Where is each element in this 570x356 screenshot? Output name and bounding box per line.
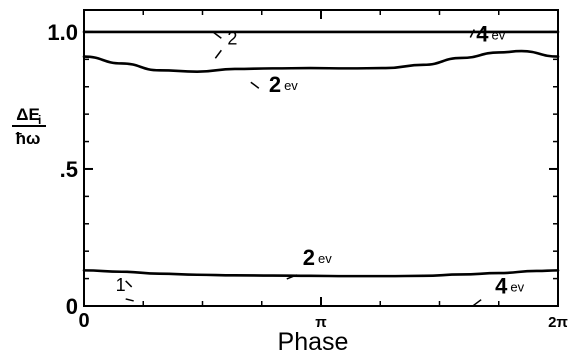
annotations-group: 22 ev4 ev2 ev1 4 ev <box>116 22 525 299</box>
annotation-subscript: ev <box>492 28 506 43</box>
annotation-label: 2 ev <box>269 72 298 97</box>
annotation-subscript: ev <box>318 251 332 266</box>
y-tick-label: .5 <box>60 157 78 182</box>
y-axis-title-subscript: i <box>38 113 41 127</box>
axis-titles-group: Phase ΔE i ħω <box>12 105 348 356</box>
ticks-group: 0 .5 1.0 0 π 2π <box>47 10 568 332</box>
annotation-arrow <box>125 298 134 302</box>
x-tick-label: 0 <box>78 310 89 332</box>
annotation-label: 4 ev <box>476 22 505 47</box>
annotation-subscript: ev <box>284 78 298 93</box>
annotation-main: 2 <box>269 72 281 97</box>
annotation-label: 4 ev <box>495 274 524 299</box>
annotation-label: 2 <box>227 28 237 48</box>
annotation-main: 2 <box>303 245 315 270</box>
annotation-main: 2 <box>227 28 237 48</box>
annotation-arrow <box>212 31 222 39</box>
annotation-arrow <box>469 29 475 38</box>
annotation-arrow <box>250 81 260 89</box>
y-tick-label: 1.0 <box>47 20 78 45</box>
x-tick-label: 2π <box>548 314 568 331</box>
annotation-subscript: ev <box>510 280 524 295</box>
series-line-2 <box>82 49 560 73</box>
annotation-main: 4 <box>495 274 508 299</box>
annotation-arrow <box>125 280 133 288</box>
y-tick-label: 0 <box>66 294 78 319</box>
annotation-arrows-group <box>125 29 482 307</box>
annotation-arrow <box>214 49 222 59</box>
annotation-arrow <box>472 299 482 307</box>
annotation-main: 4 <box>476 22 489 47</box>
y-axis-title-denominator: ħω <box>16 129 41 148</box>
annotation-label: 2 ev <box>303 245 332 270</box>
x-axis-title: Phase <box>278 328 349 356</box>
x-tick-label: π <box>315 314 327 331</box>
annotation-main: 1 <box>116 275 126 295</box>
y-axis-title-numerator: ΔE <box>16 105 40 124</box>
series-line-3 <box>82 269 560 278</box>
annotation-arrow <box>286 274 298 280</box>
annotation-label: 1 <box>116 275 126 295</box>
